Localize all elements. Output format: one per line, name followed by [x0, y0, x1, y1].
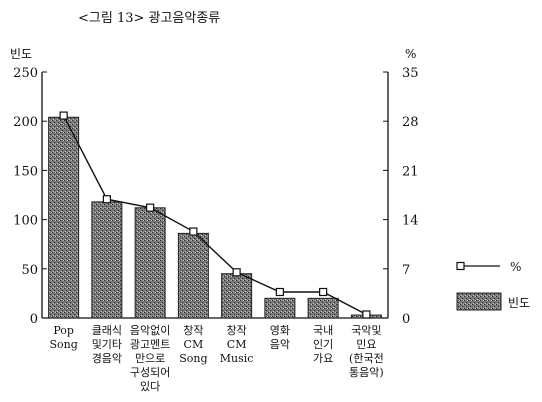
legend-point-symbol: [456, 261, 465, 271]
category-label: 가요: [313, 352, 333, 365]
bar: [177, 232, 209, 319]
category-label: 있다: [140, 380, 160, 393]
category-labels: PopSong클래식및기타경음악음악없이광고멘트만으로구성되어있다창작CMSon…: [49, 324, 383, 393]
legend-label-percent: %: [510, 260, 521, 274]
category-label: Pop: [53, 324, 74, 337]
left-axis-label: 빈도: [10, 47, 32, 61]
percent-point: [232, 268, 241, 277]
right-tick-label: 28: [402, 115, 419, 130]
legend: % 빈도: [456, 260, 530, 311]
category-label: 국내: [313, 324, 333, 337]
percent-point: [189, 227, 198, 236]
percent-point: [102, 195, 111, 204]
left-tick-label: 50: [21, 263, 38, 278]
category-label: 음악: [270, 338, 290, 351]
category-label: 경음악: [92, 352, 122, 365]
left-tick-label: 0: [30, 312, 38, 327]
right-tick-label: 14: [402, 214, 419, 229]
category-label: Song: [179, 352, 207, 365]
category-label: 통음악): [349, 366, 384, 379]
percent-series-line: [63, 115, 367, 316]
category-label: 국악및: [351, 324, 381, 337]
category-label: 및기타: [92, 338, 122, 351]
category-label: 인기: [313, 338, 333, 351]
category-label: 창작: [227, 324, 247, 337]
chart-title: <그림 13> 광고음악종류: [78, 11, 220, 26]
percent-point: [59, 111, 68, 120]
right-axis-label: %: [405, 47, 416, 61]
bar: [48, 116, 80, 319]
category-label: 광고멘트: [130, 338, 170, 351]
percent-point: [275, 287, 284, 297]
category-label: 민요: [356, 338, 376, 351]
bar: [307, 297, 339, 319]
category-label: 만으로: [135, 352, 165, 365]
category-label: Song: [49, 338, 77, 351]
left-tick-label: 250: [13, 66, 38, 81]
bar: [221, 273, 253, 319]
category-label: Music: [220, 352, 254, 365]
right-tick-label: 35: [402, 66, 419, 81]
left-tick-label: 150: [13, 164, 38, 179]
percent-point: [319, 287, 328, 297]
bars: [48, 116, 382, 319]
legend-bar-symbol: [456, 292, 502, 311]
legend-label-frequency: 빈도: [508, 296, 530, 310]
category-label: CM: [227, 338, 247, 351]
bar: [264, 297, 296, 319]
left-tick-label: 200: [13, 115, 38, 130]
percent-line: [59, 111, 371, 319]
category-label: (한국전: [349, 352, 384, 365]
percent-point: [362, 310, 371, 319]
percent-point: [146, 203, 155, 212]
bar: [91, 201, 123, 319]
category-label: 음악없이: [130, 324, 170, 337]
category-label: 클래식: [92, 324, 122, 337]
right-tick-label: 7: [402, 263, 410, 278]
left-tick-label: 100: [13, 214, 38, 229]
right-tick-label: 21: [402, 164, 419, 179]
right-tick-label: 0: [402, 312, 410, 327]
category-label: CM: [184, 338, 204, 351]
bar: [134, 207, 166, 319]
category-label: 영화: [270, 324, 290, 337]
category-label: 구성되어: [130, 366, 170, 379]
category-label: 창작: [183, 324, 203, 337]
